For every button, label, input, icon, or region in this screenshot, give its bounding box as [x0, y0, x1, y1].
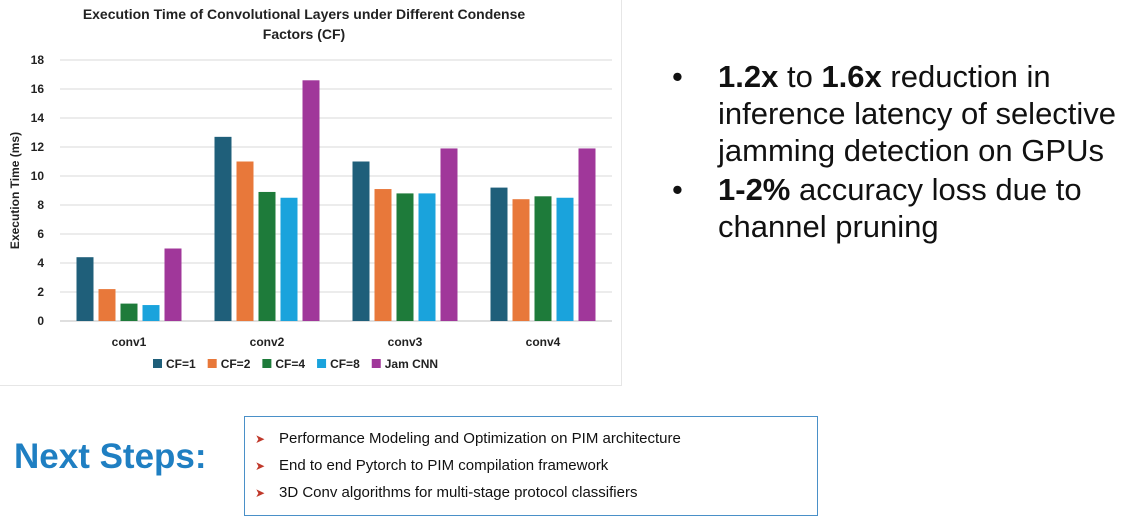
- next-steps-title: Next Steps:: [14, 437, 207, 476]
- bar-chart: Execution Time of Convolutional Layers u…: [8, 6, 612, 371]
- bullet-latency: • 1.2x to 1.6x reduction in inference la…: [668, 58, 1133, 169]
- y-tick-label: 2: [37, 285, 44, 299]
- bar-conv2-cf-2: [236, 161, 254, 321]
- bar-conv4-cf-8: [556, 197, 574, 321]
- next-step-item: ➤ 3D Conv algorithms for multi-stage pro…: [255, 479, 807, 506]
- category-label: conv4: [526, 335, 561, 349]
- legend-label: Jam CNN: [385, 357, 438, 371]
- bar-conv1-cf-1: [76, 257, 94, 321]
- bar-conv2-cf-8: [280, 197, 298, 321]
- legend-swatch: [317, 359, 327, 368]
- bar-conv2-jam-cnn: [302, 80, 320, 321]
- bar-conv3-cf-8: [418, 193, 436, 321]
- arrowhead-icon: ➤: [255, 485, 266, 500]
- legend-swatch: [262, 359, 272, 368]
- bar-conv1-cf-4: [120, 303, 138, 321]
- legend-label: CF=4: [275, 357, 305, 371]
- bar-conv3-cf-1: [352, 161, 370, 321]
- y-tick-label: 12: [31, 140, 45, 154]
- bar-conv2-cf-1: [214, 136, 232, 321]
- bar-conv1-cf-8: [142, 305, 160, 321]
- bar-conv4-cf-4: [534, 196, 552, 321]
- bullet-latency-bold-1: 1.2x: [718, 59, 779, 94]
- y-tick-label: 0: [37, 314, 44, 328]
- bullet-dot-icon: •: [672, 59, 683, 94]
- bar-conv2-cf-4: [258, 191, 276, 321]
- bullet-latency-bold-2: 1.6x: [821, 59, 882, 94]
- next-steps-box: ➤ Performance Modeling and Optimization …: [244, 416, 818, 516]
- y-tick-label: 8: [37, 198, 44, 212]
- next-step-item: ➤ Performance Modeling and Optimization …: [255, 425, 807, 452]
- legend-label: CF=8: [330, 357, 360, 371]
- legend-swatch: [207, 359, 217, 368]
- bar-conv1-cf-2: [98, 289, 116, 321]
- bar-conv4-cf-2: [512, 199, 530, 321]
- legend-swatch: [371, 359, 381, 368]
- arrowhead-icon: ➤: [255, 431, 266, 446]
- y-tick-label: 18: [31, 53, 45, 67]
- bullet-latency-mid: to: [778, 59, 822, 94]
- y-tick-label: 6: [37, 227, 44, 241]
- next-step-item: ➤ End to end Pytorch to PIM compilation …: [255, 452, 807, 479]
- bullet-latency-text: reduction in inference latency of select…: [718, 59, 1117, 168]
- bullet-dot-icon: •: [672, 172, 683, 207]
- category-label: conv3: [388, 335, 423, 349]
- arrowhead-icon: ➤: [255, 458, 266, 473]
- bar-conv4-cf-1: [490, 187, 508, 321]
- bar-conv3-cf-2: [374, 189, 392, 321]
- bar-conv1-jam-cnn: [164, 248, 182, 321]
- legend-swatch: [153, 359, 162, 368]
- y-tick-label: 10: [31, 169, 45, 183]
- y-tick-label: 16: [31, 82, 45, 96]
- bar-conv3-jam-cnn: [440, 148, 458, 321]
- next-step-text: 3D Conv algorithms for multi-stage proto…: [279, 484, 638, 501]
- bullet-list: • 1.2x to 1.6x reduction in inference la…: [668, 58, 1133, 247]
- legend-label: CF=2: [221, 357, 251, 371]
- y-tick-label: 14: [31, 111, 45, 125]
- y-tick-label: 4: [37, 256, 44, 270]
- chart-title: Factors (CF): [263, 26, 345, 42]
- bar-conv3-cf-4: [396, 193, 414, 321]
- next-step-text: End to end Pytorch to PIM compilation fr…: [279, 457, 609, 474]
- bar-conv4-jam-cnn: [578, 148, 596, 321]
- chart-title: Execution Time of Convolutional Layers u…: [83, 6, 526, 22]
- next-step-text: Performance Modeling and Optimization on…: [279, 430, 681, 447]
- category-label: conv1: [112, 335, 147, 349]
- y-axis-title: Execution Time (ms): [8, 132, 22, 249]
- category-label: conv2: [250, 335, 285, 349]
- bullet-accuracy-bold: 1-2%: [718, 172, 791, 207]
- legend-label: CF=1: [166, 357, 196, 371]
- chart-panel: Execution Time of Convolutional Layers u…: [0, 0, 622, 386]
- bullet-accuracy: • 1-2% accuracy loss due to channel prun…: [668, 171, 1133, 245]
- bullet-accuracy-text: accuracy loss due to channel pruning: [718, 172, 1082, 244]
